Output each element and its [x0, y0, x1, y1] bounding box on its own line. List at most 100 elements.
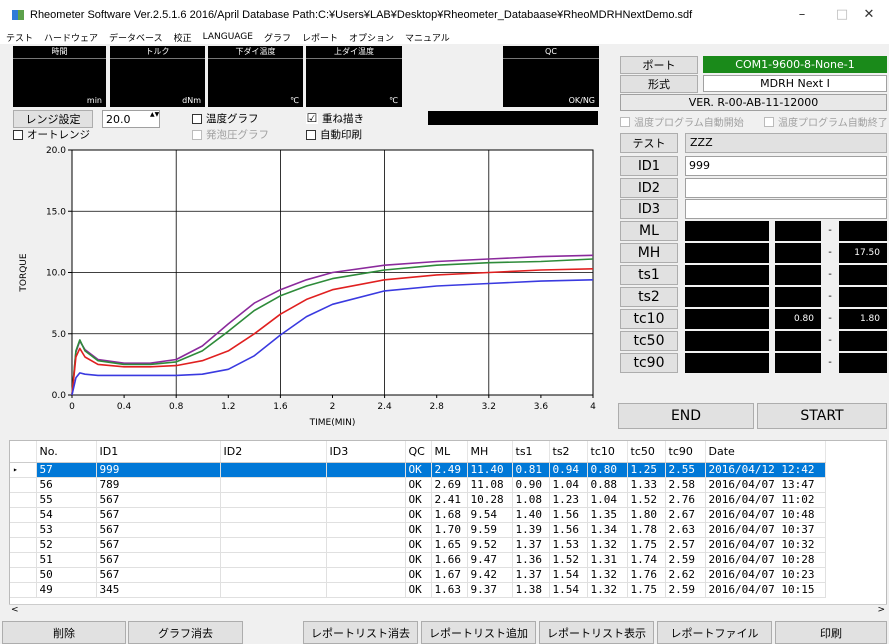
table-cell[interactable]: 1.74 — [627, 552, 666, 568]
table-cell[interactable]: 1.08 — [512, 492, 550, 508]
table-cell[interactable] — [220, 552, 327, 568]
table-cell[interactable]: 2.63 — [665, 522, 706, 538]
menu-database[interactable]: データベース — [109, 33, 163, 44]
menu-graph[interactable]: グラフ — [263, 33, 291, 44]
col-id2[interactable]: ID2 — [220, 441, 327, 463]
table-cell[interactable]: 1.33 — [627, 477, 666, 493]
table-cell[interactable]: 9.47 — [467, 552, 513, 568]
col-tc50[interactable]: tc50 — [627, 441, 666, 463]
table-cell[interactable]: 1.54 — [549, 567, 588, 583]
row-header[interactable]: ▸ — [10, 462, 37, 478]
table-cell[interactable]: 9.54 — [467, 507, 513, 523]
table-cell[interactable]: 2.58 — [665, 477, 706, 493]
table-cell[interactable] — [326, 582, 406, 598]
table-cell[interactable]: 0.88 — [587, 477, 628, 493]
table-cell[interactable] — [326, 492, 406, 508]
close-button[interactable]: ✕ — [863, 7, 875, 22]
row-header[interactable] — [10, 492, 37, 508]
table-cell[interactable]: 567 — [96, 537, 221, 553]
table-row[interactable]: 50 567 OK 1.67 9.42 1.37 1.54 1.32 1.76 2.62 2016/… — [10, 567, 826, 583]
table-cell[interactable]: 53 — [36, 522, 97, 538]
table-cell[interactable] — [326, 537, 406, 553]
ts2-button[interactable]: ts2 — [620, 287, 678, 307]
table-cell[interactable]: 10.28 — [467, 492, 513, 508]
table-cell[interactable]: 1.65 — [431, 537, 468, 553]
table-cell[interactable]: 999 — [96, 462, 221, 478]
table-cell[interactable]: 1.53 — [549, 537, 588, 553]
col-tc90[interactable]: tc90 — [665, 441, 706, 463]
scroll-left-icon[interactable]: < — [11, 605, 19, 615]
table-row[interactable]: 49 345 OK 1.63 9.37 1.38 1.54 1.32 1.75 2.59 2016/… — [10, 582, 826, 598]
table-cell[interactable]: 2016/04/07 10:15 — [705, 582, 826, 598]
table-cell[interactable]: 1.66 — [431, 552, 468, 568]
test-button[interactable]: テスト — [620, 133, 678, 153]
col-qc[interactable]: QC — [405, 441, 432, 463]
table-cell[interactable]: 54 — [36, 507, 97, 523]
table-cell[interactable]: 2.69 — [431, 477, 468, 493]
table-cell[interactable]: 2.76 — [665, 492, 706, 508]
print-button[interactable]: 印刷 — [775, 621, 887, 644]
table-cell[interactable]: 2016/04/07 13:47 — [705, 477, 826, 493]
results-table[interactable]: No. ID1 ID2 ID3 QC ML MH ts1 ts2 tc10 tc… — [9, 440, 887, 617]
id3-input[interactable] — [685, 199, 887, 219]
menu-manual[interactable]: マニュアル — [405, 33, 450, 44]
table-cell[interactable]: OK — [405, 462, 432, 478]
table-cell[interactable]: 1.04 — [587, 492, 628, 508]
table-row[interactable]: 52 567 OK 1.65 9.52 1.37 1.53 1.32 1.75 2.57 2016/… — [10, 537, 826, 553]
ts1-button[interactable]: ts1 — [620, 265, 678, 285]
table-cell[interactable] — [326, 462, 406, 478]
table-cell[interactable]: 1.32 — [587, 537, 628, 553]
table-cell[interactable]: 1.56 — [549, 507, 588, 523]
temp-graph-checkbox[interactable]: 温度グラフ — [192, 111, 259, 126]
table-cell[interactable]: OK — [405, 537, 432, 553]
table-cell[interactable]: 2016/04/07 10:32 — [705, 537, 826, 553]
id2-button[interactable]: ID2 — [620, 178, 678, 198]
table-cell[interactable]: 1.32 — [587, 567, 628, 583]
table-cell[interactable]: 1.37 — [512, 567, 550, 583]
table-cell[interactable]: 2016/04/07 10:37 — [705, 522, 826, 538]
table-cell[interactable] — [326, 567, 406, 583]
table-cell[interactable]: OK — [405, 567, 432, 583]
auto-range-checkbox[interactable]: オートレンジ — [13, 127, 90, 142]
table-cell[interactable] — [326, 477, 406, 493]
report-file-button[interactable]: レポートファイル — [657, 621, 772, 644]
table-cell[interactable]: 2.67 — [665, 507, 706, 523]
table-cell[interactable] — [220, 507, 327, 523]
table-cell[interactable]: 57 — [36, 462, 97, 478]
table-cell[interactable]: 9.42 — [467, 567, 513, 583]
table-cell[interactable]: 2.41 — [431, 492, 468, 508]
table-cell[interactable]: 1.80 — [627, 507, 666, 523]
table-cell[interactable]: 1.75 — [627, 582, 666, 598]
table-cell[interactable]: 49 — [36, 582, 97, 598]
row-header[interactable] — [10, 552, 37, 568]
table-cell[interactable]: 1.25 — [627, 462, 666, 478]
id1-input[interactable]: 999 — [685, 156, 887, 176]
table-cell[interactable]: 567 — [96, 522, 221, 538]
table-cell[interactable]: 51 — [36, 552, 97, 568]
table-cell[interactable] — [220, 522, 327, 538]
table-cell[interactable]: 9.52 — [467, 537, 513, 553]
row-header[interactable] — [10, 537, 37, 553]
col-id3[interactable]: ID3 — [326, 441, 406, 463]
col-date[interactable]: Date — [705, 441, 826, 463]
table-cell[interactable]: 2.57 — [665, 537, 706, 553]
scroll-right-icon[interactable]: > — [877, 605, 885, 615]
horizontal-scrollbar[interactable]: < > — [9, 604, 887, 617]
table-cell[interactable]: 1.23 — [549, 492, 588, 508]
table-cell[interactable]: 1.70 — [431, 522, 468, 538]
table-cell[interactable]: 1.63 — [431, 582, 468, 598]
menu-test[interactable]: テスト — [6, 33, 34, 44]
table-cell[interactable]: 0.81 — [512, 462, 550, 478]
table-cell[interactable]: 2.49 — [431, 462, 468, 478]
menu-language[interactable]: LANGUAGE — [202, 32, 253, 42]
port-button[interactable]: ポート — [620, 56, 698, 74]
table-row[interactable]: 55 567 OK 2.41 10.28 1.08 1.23 1.04 1.52 2.76 2016… — [10, 492, 826, 508]
col-ml[interactable]: ML — [431, 441, 468, 463]
row-header[interactable] — [10, 582, 37, 598]
table-cell[interactable] — [326, 507, 406, 523]
table-cell[interactable]: 56 — [36, 477, 97, 493]
table-row[interactable]: 53 567 OK 1.70 9.59 1.39 1.56 1.34 1.78 2.63 2016/… — [10, 522, 826, 538]
table-cell[interactable]: OK — [405, 492, 432, 508]
minimize-button[interactable]: – — [798, 7, 806, 22]
table-cell[interactable]: 1.67 — [431, 567, 468, 583]
